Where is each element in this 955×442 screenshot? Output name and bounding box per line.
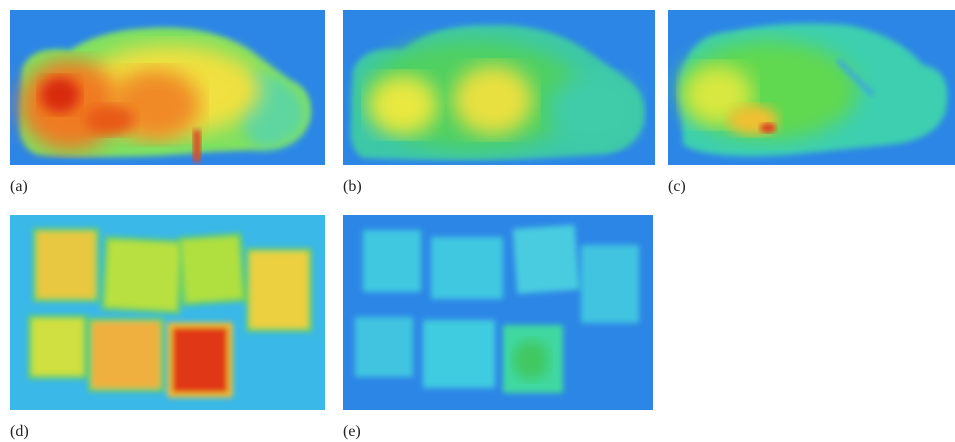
image-c <box>668 10 955 165</box>
image-d <box>10 215 325 410</box>
panel-label: (b) <box>343 178 362 196</box>
panel-label: (d) <box>10 423 29 441</box>
image-e <box>343 215 653 410</box>
figure: (a) (b) (c) (d) (e) <box>0 0 955 442</box>
panel-label: (a) <box>10 178 28 196</box>
image-b <box>343 10 655 165</box>
panel-label: (c) <box>668 178 686 196</box>
image-a <box>10 10 325 165</box>
panel-label: (e) <box>343 423 361 441</box>
